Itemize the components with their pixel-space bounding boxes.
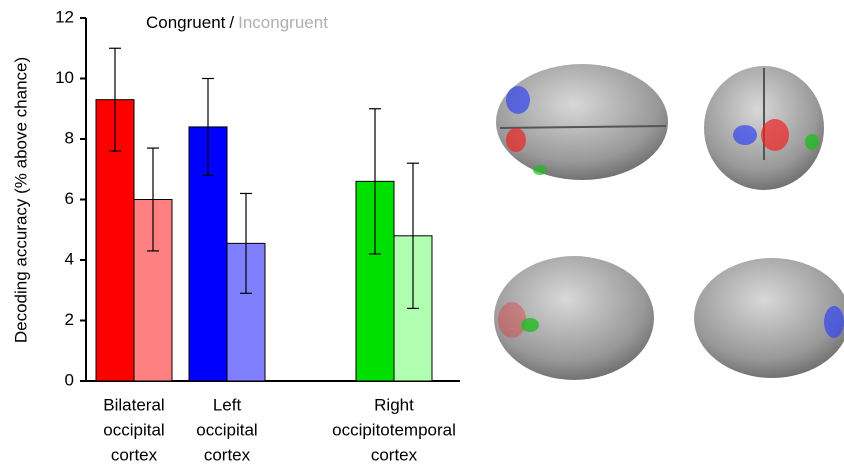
x-tick-label: occipitotemporal [332, 420, 456, 439]
y-tick-label: 10 [55, 68, 74, 87]
y-axis-label: Decoding accuracy (% above chance) [11, 57, 30, 343]
x-tick-label: occipital [103, 420, 164, 439]
x-tick-label: cortex [371, 445, 418, 464]
y-tick-label: 4 [65, 249, 74, 268]
x-tick-label: cortex [111, 445, 158, 464]
blob [506, 128, 526, 152]
brain-left [694, 258, 844, 378]
legend: Congruent / Incongruent [146, 13, 328, 32]
x-tick-label: Right [374, 395, 414, 414]
x-tick-label: Bilateral [103, 395, 164, 414]
brain-right [494, 256, 654, 380]
y-tick-label: 6 [65, 189, 74, 208]
blob [521, 318, 539, 332]
legend-entry: Incongruent [238, 13, 328, 32]
y-tick-label: 12 [55, 7, 74, 26]
y-tick-label: 8 [65, 128, 74, 147]
blob [733, 125, 757, 145]
y-tick-label: 0 [65, 370, 74, 389]
x-tick-label: cortex [204, 445, 251, 464]
legend-separator: / [229, 13, 234, 32]
blob [824, 306, 844, 338]
brain-fissure [499, 125, 667, 129]
y-tick-label: 2 [65, 310, 74, 329]
brain-top [496, 64, 668, 180]
legend-entry: Congruent [146, 13, 226, 32]
brain-images [494, 64, 844, 380]
blob [533, 165, 547, 175]
blob [761, 119, 789, 151]
blob [498, 302, 526, 338]
x-tick-label: Left [213, 395, 242, 414]
blob [506, 86, 530, 114]
blob [805, 134, 819, 150]
x-tick-label: occipital [196, 420, 257, 439]
